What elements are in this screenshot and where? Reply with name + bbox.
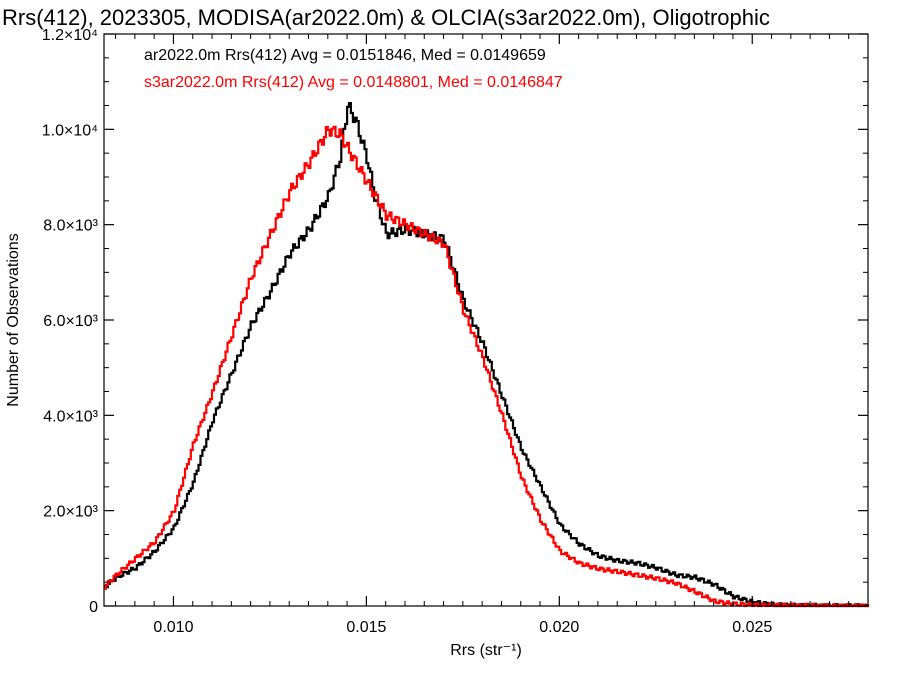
x-tick-label: 0.010 <box>153 619 193 636</box>
x-axis-label: Rrs (str⁻¹) <box>450 642 522 659</box>
y-tick-label: 1.0×10⁴ <box>42 122 98 139</box>
x-tick-label: 0.015 <box>346 619 386 636</box>
series-layer <box>104 102 870 608</box>
series-line-0 <box>104 102 868 608</box>
y-tick-label: 8.0×10³ <box>43 218 98 235</box>
y-tick-label: 0 <box>89 599 98 616</box>
legend-entry-1: s3ar2022.0m Rrs(412) Avg = 0.0148801, Me… <box>144 74 563 91</box>
plot-frame <box>103 33 869 607</box>
y-tick-label: 1.2×10⁴ <box>42 27 98 44</box>
chart-title: Rrs(412), 2023305, MODISA(ar2022.0m) & O… <box>2 5 770 30</box>
legend: ar2022.0m Rrs(412) Avg = 0.0151846, Med … <box>144 47 563 91</box>
series-line-1 <box>104 125 870 608</box>
y-tick-label: 2.0×10³ <box>43 504 98 521</box>
tick-layer: 0.010 0.015 0.020 0.025 0 2.0×10³ 4.0×10³ 6.0×1… <box>42 27 868 636</box>
legend-entry-0: ar2022.0m Rrs(412) Avg = 0.0151846, Med … <box>144 47 546 64</box>
x-tick-label: 0.020 <box>539 619 579 636</box>
x-tick-label: 0.025 <box>732 619 772 636</box>
y-axis-label: Number of Observations <box>5 233 22 406</box>
y-tick-label: 4.0×10³ <box>43 408 98 425</box>
y-tick-label: 6.0×10³ <box>43 313 98 330</box>
